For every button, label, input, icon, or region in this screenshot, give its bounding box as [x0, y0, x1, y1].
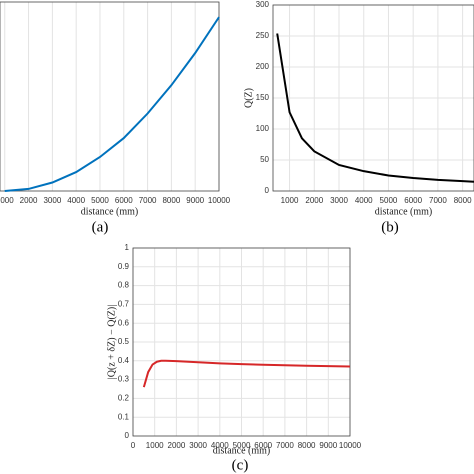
x-tick-label: 2000	[20, 196, 38, 205]
x-tick-label: 10000	[208, 196, 231, 205]
y-tick-label: 0.1	[118, 412, 130, 421]
x-axis-label: distance (mm)	[81, 206, 138, 217]
caption: (c)	[232, 457, 249, 473]
plot-frame	[132, 247, 351, 437]
x-tick-label: 0	[131, 441, 136, 450]
y-tick-label: 0.9	[118, 262, 130, 271]
x-tick-label: 9000	[319, 441, 337, 450]
y-tick-label: 100	[256, 124, 270, 133]
x-axis-label: distance (mm)	[213, 445, 270, 456]
x-tick-label: 3000	[43, 196, 61, 205]
y-tick-label: 0.5	[118, 337, 130, 346]
x-tick-label: 8000	[454, 196, 472, 205]
x-tick-label: 3000	[330, 196, 348, 205]
x-tick-label: 2000	[168, 441, 186, 450]
x-tick-label: 4000	[67, 196, 85, 205]
x-tick-label: 2000	[305, 196, 323, 205]
data-line	[4, 16, 220, 192]
y-tick-label: 0.7	[118, 300, 130, 309]
plot-frame	[272, 4, 474, 192]
y-tick-label: 0.2	[118, 394, 130, 403]
x-tick-label: 6000	[115, 196, 133, 205]
x-tick-label: 8000	[298, 441, 316, 450]
x-axis-label: distance (mm)	[375, 206, 432, 217]
x-tick-label: 6000	[254, 441, 272, 450]
x-tick-label: 7000	[139, 196, 157, 205]
x-tick-label: 1000	[146, 441, 164, 450]
y-tick-label: 150	[256, 93, 270, 102]
plot-frame	[0, 1, 220, 192]
x-tick-label: 1000	[281, 196, 299, 205]
data-line	[276, 33, 474, 183]
x-tick-label: 5000	[380, 196, 398, 205]
y-axis-label: |Q(z + δZ) − Q(Z)|	[106, 305, 117, 379]
x-tick-label: 5000	[91, 196, 109, 205]
caption: (b)	[381, 219, 399, 235]
y-tick-label: 0.4	[118, 356, 130, 365]
x-tick-label: 10000	[339, 441, 362, 450]
x-tick-label: 5000	[233, 441, 251, 450]
x-tick-label: 7000	[429, 196, 447, 205]
x-tick-label: 4000	[355, 196, 373, 205]
x-tick-label: 4000	[211, 441, 229, 450]
x-tick-label: 8000	[162, 196, 180, 205]
x-tick-label: 6000	[404, 196, 422, 205]
y-tick-label: 0	[125, 431, 130, 440]
x-tick-label: 7000	[276, 441, 294, 450]
y-tick-label: 50	[260, 155, 269, 164]
x-tick-label: 3000	[189, 441, 207, 450]
x-tick-label: 1000	[0, 196, 14, 205]
y-tick-label: 0.6	[118, 318, 130, 327]
y-tick-label: 200	[256, 62, 270, 71]
y-tick-label: 0.3	[118, 375, 130, 384]
y-tick-label: 0	[265, 186, 270, 195]
data-line	[142, 359, 351, 388]
y-axis-label: Q(Z)	[243, 88, 254, 108]
y-tick-label: 0.8	[118, 281, 130, 290]
y-tick-label: 300	[256, 0, 270, 9]
y-tick-label: 1	[125, 243, 130, 252]
caption: (a)	[92, 219, 109, 235]
x-tick-label: 9000	[186, 196, 204, 205]
y-tick-label: 250	[256, 31, 270, 40]
